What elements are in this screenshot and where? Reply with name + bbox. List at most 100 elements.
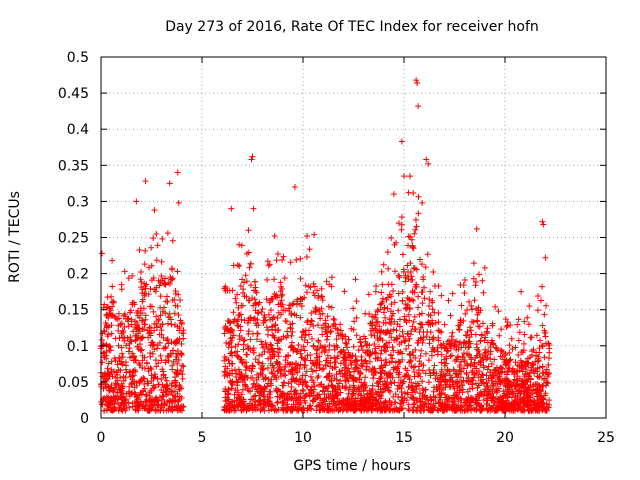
data-point bbox=[132, 403, 139, 410]
data-point bbox=[382, 348, 389, 355]
data-point bbox=[482, 346, 489, 353]
data-point bbox=[430, 394, 437, 401]
data-point bbox=[261, 314, 268, 321]
data-point bbox=[461, 407, 468, 414]
data-point bbox=[315, 338, 322, 345]
data-point bbox=[441, 321, 448, 328]
data-point bbox=[272, 293, 279, 300]
data-point bbox=[293, 368, 300, 375]
data-point bbox=[376, 375, 383, 382]
data-point bbox=[521, 318, 528, 325]
data-point bbox=[269, 362, 276, 369]
data-point bbox=[273, 358, 280, 365]
data-point bbox=[268, 376, 275, 383]
data-point bbox=[227, 377, 234, 384]
data-point bbox=[478, 407, 485, 414]
data-point bbox=[168, 338, 175, 345]
data-point bbox=[432, 319, 439, 326]
data-point bbox=[408, 379, 415, 386]
data-point bbox=[511, 383, 518, 390]
data-point bbox=[172, 287, 179, 294]
data-point bbox=[352, 404, 359, 411]
data-point bbox=[415, 210, 422, 217]
data-point bbox=[353, 298, 360, 305]
data-point bbox=[347, 360, 354, 367]
data-point bbox=[290, 300, 297, 307]
data-point bbox=[264, 258, 271, 265]
data-point bbox=[378, 347, 385, 354]
data-point bbox=[298, 303, 305, 310]
data-point bbox=[137, 398, 144, 405]
data-point bbox=[134, 343, 141, 350]
data-point bbox=[262, 400, 269, 407]
data-point bbox=[107, 398, 114, 405]
data-point bbox=[281, 379, 288, 386]
data-point bbox=[142, 312, 149, 319]
data-point bbox=[236, 241, 243, 248]
data-point bbox=[300, 343, 307, 350]
data-point bbox=[144, 378, 151, 385]
data-point bbox=[429, 306, 436, 313]
data-point bbox=[288, 342, 295, 349]
data-point bbox=[377, 378, 384, 385]
data-point bbox=[179, 371, 186, 378]
data-point bbox=[280, 253, 287, 260]
data-point bbox=[298, 354, 305, 361]
data-point bbox=[109, 283, 116, 290]
data-point bbox=[115, 322, 122, 329]
data-point bbox=[352, 276, 359, 283]
data-point bbox=[277, 288, 284, 295]
data-point bbox=[395, 220, 402, 227]
data-point bbox=[498, 326, 505, 333]
data-point bbox=[431, 309, 438, 316]
data-point bbox=[525, 321, 532, 328]
y-axis-label: ROTI / TECUs bbox=[7, 191, 23, 283]
data-point bbox=[442, 360, 449, 367]
data-point bbox=[312, 309, 319, 316]
data-point bbox=[438, 359, 445, 366]
data-point bbox=[387, 406, 394, 413]
data-point bbox=[393, 327, 400, 334]
data-point bbox=[415, 293, 422, 300]
data-point bbox=[418, 261, 425, 268]
data-point bbox=[141, 261, 148, 268]
data-point bbox=[363, 383, 370, 390]
data-point bbox=[270, 314, 277, 321]
data-point bbox=[175, 291, 182, 298]
data-point bbox=[407, 173, 414, 180]
data-point bbox=[228, 205, 235, 212]
data-point bbox=[368, 332, 375, 339]
data-point bbox=[287, 259, 294, 266]
data-point bbox=[342, 349, 349, 356]
data-point bbox=[503, 357, 510, 364]
data-point bbox=[174, 268, 181, 275]
data-point bbox=[319, 324, 326, 331]
data-point bbox=[224, 317, 231, 324]
data-point bbox=[109, 303, 116, 310]
data-point bbox=[485, 375, 492, 382]
data-point bbox=[270, 373, 277, 380]
data-point bbox=[152, 357, 159, 364]
data-point bbox=[486, 390, 493, 397]
data-point bbox=[317, 342, 324, 349]
data-point bbox=[366, 311, 373, 318]
data-point bbox=[301, 294, 308, 301]
data-point bbox=[445, 395, 452, 402]
data-point bbox=[447, 353, 454, 360]
data-point bbox=[450, 366, 457, 373]
data-point bbox=[466, 399, 473, 406]
data-point bbox=[168, 398, 175, 405]
data-point bbox=[325, 323, 332, 330]
data-point bbox=[108, 312, 115, 319]
data-point bbox=[259, 306, 266, 313]
data-point bbox=[333, 336, 340, 343]
data-point bbox=[320, 406, 327, 413]
data-point bbox=[133, 336, 140, 343]
data-point bbox=[447, 372, 454, 379]
data-point bbox=[470, 260, 477, 267]
data-point bbox=[353, 314, 360, 321]
data-point bbox=[341, 288, 348, 295]
data-point bbox=[297, 394, 304, 401]
data-point bbox=[399, 405, 406, 412]
data-point bbox=[280, 307, 287, 314]
